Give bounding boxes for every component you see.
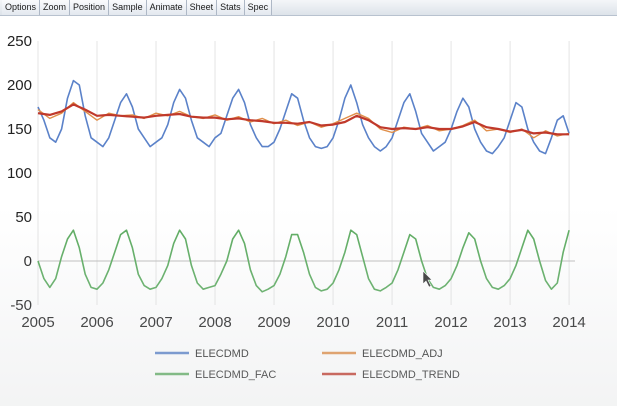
x-tick-label-2009: 2009 (257, 314, 290, 331)
toolbar-stats-button[interactable]: Stats (217, 0, 245, 15)
mouse-cursor-icon (422, 270, 433, 288)
series-line-elecdmd (37, 79, 570, 155)
y-tick-label-250: 250 (7, 33, 32, 50)
series-line-elecdmd-fac (37, 229, 570, 293)
y-tick-label-100: 100 (7, 165, 32, 182)
toolbar-zoom-button[interactable]: Zoom (40, 0, 71, 15)
y-tick-label-0: 0 (24, 253, 32, 270)
x-tick-label-2014: 2014 (552, 314, 585, 331)
toolbar-sheet-button[interactable]: Sheet (186, 0, 218, 15)
legend-label-elecdmd-trend: ELECDMD_TREND (362, 369, 460, 381)
x-tick-label-2011: 2011 (376, 314, 408, 331)
series-line-elecdmd-trend (37, 103, 570, 136)
x-tick-label-2012: 2012 (434, 314, 467, 331)
x-tick-label-2010: 2010 (316, 314, 349, 331)
legend-label-elecdmd-adj: ELECDMD_ADJ (362, 348, 443, 360)
toolbar-position-button[interactable]: Position (70, 0, 110, 15)
x-tick-label-2007: 2007 (139, 314, 172, 331)
x-tick-label-2005: 2005 (21, 314, 54, 331)
y-tick-label-50: 50 (15, 209, 32, 226)
x-tick-label-2008: 2008 (198, 314, 231, 331)
toolbar-sample-button[interactable]: Sample (109, 0, 147, 15)
chart-area: 250 200 150 100 50 0 -50 2005 2006 2007 2008 2009 20… (0, 16, 617, 406)
y-tick-label-200: 200 (7, 77, 32, 94)
toolbar-spec-button[interactable]: Spec (244, 0, 273, 15)
x-tick-label-2006: 2006 (80, 314, 113, 331)
legend-label-elecdmd: ELECDMD (195, 348, 249, 360)
toolbar-options-button[interactable]: Options (2, 0, 41, 15)
x-tick-label-2013: 2013 (493, 314, 526, 331)
y-tick-label-150: 150 (7, 121, 32, 138)
y-tick-label--50: -50 (10, 297, 32, 314)
legend-label-elecdmd-fac: ELECDMD_FAC (195, 369, 276, 381)
toolbar-animate-button[interactable]: Animate (146, 0, 187, 15)
graph-toolbar: Options Zoom Position Sample Animate She… (0, 0, 617, 16)
